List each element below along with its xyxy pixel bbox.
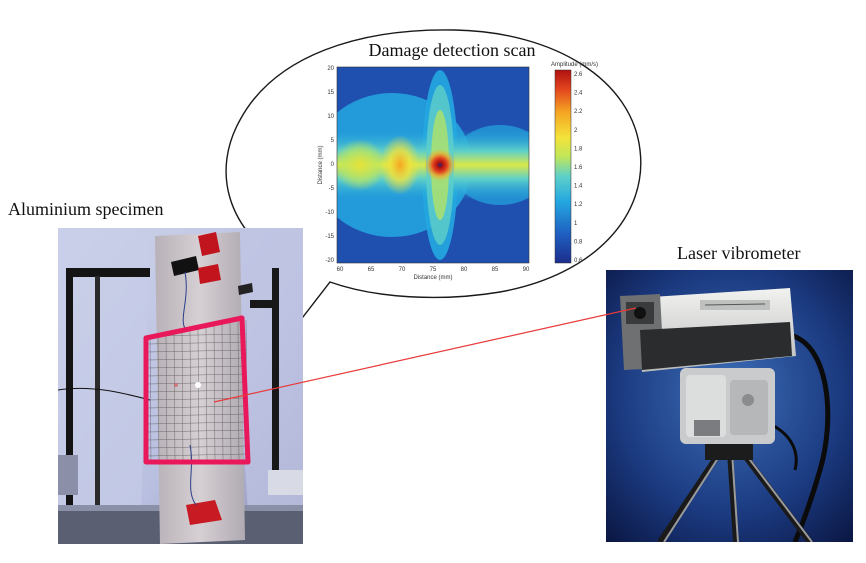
vibrometer-label: Laser vibrometer bbox=[677, 243, 801, 263]
colorbar-gradient bbox=[554, 69, 572, 264]
laser-beam bbox=[213, 307, 637, 403]
colorbar-tick: 1 bbox=[574, 221, 578, 227]
scan-y-axis-label: Distance (mm) bbox=[318, 145, 324, 184]
laser-vibrometer-photo-icon bbox=[606, 270, 853, 542]
colorbar-tick: 2 bbox=[574, 128, 578, 134]
colorbar-tick: 1.4 bbox=[574, 184, 583, 190]
scan-x-tick: 65 bbox=[368, 267, 375, 273]
colorbar-tick: 1.2 bbox=[574, 202, 583, 208]
scan-region-frame bbox=[143, 315, 251, 465]
scan-y-tick: -15 bbox=[325, 234, 334, 240]
specimen-photo-icon bbox=[58, 228, 303, 544]
scan-x-tick: 85 bbox=[492, 267, 499, 273]
scan-y-tick: -5 bbox=[329, 186, 335, 192]
scan-y-tick: 15 bbox=[327, 90, 334, 96]
scan-x-tick: 70 bbox=[399, 267, 406, 273]
scan-x-tick: 80 bbox=[461, 267, 468, 273]
scan-x-tick: 60 bbox=[337, 267, 344, 273]
scan-title: Damage detection scan bbox=[369, 40, 536, 60]
scan-x-tick: 90 bbox=[523, 267, 530, 273]
scan-y-tick: 5 bbox=[331, 138, 335, 144]
scan-x-tick: 75 bbox=[430, 267, 437, 273]
scan-y-tick: -20 bbox=[325, 258, 334, 264]
scan-colorbar: Amplitude (mm/s) 2.6 2.4 2.2 2 1.8 1.6 1.4 1.2 1… bbox=[551, 62, 598, 264]
scan-y-tick: -10 bbox=[325, 210, 334, 216]
scan-x-axis-label: Distance (mm) bbox=[413, 275, 452, 281]
colorbar-tick: 1.6 bbox=[574, 165, 583, 171]
scan-y-tick: 10 bbox=[327, 114, 334, 120]
scan-y-tick: 20 bbox=[327, 66, 334, 72]
colorbar-tick: 0.8 bbox=[574, 239, 583, 245]
colorbar-tick: 0.6 bbox=[574, 258, 583, 264]
scan-heatmap: 60 65 70 75 80 85 90 20 15 10 5 0 -5 -10 -15 -20 Dista… bbox=[318, 66, 530, 281]
specimen-label: Aluminium specimen bbox=[8, 199, 164, 219]
scan-y-tick: 0 bbox=[331, 162, 335, 168]
colorbar-tick: 2.4 bbox=[574, 91, 583, 97]
colorbar-label: Amplitude (mm/s) bbox=[551, 62, 598, 68]
colorbar-tick: 2.6 bbox=[574, 72, 583, 78]
colorbar-tick: 1.8 bbox=[574, 146, 583, 152]
colorbar-tick: 2.2 bbox=[574, 109, 583, 115]
